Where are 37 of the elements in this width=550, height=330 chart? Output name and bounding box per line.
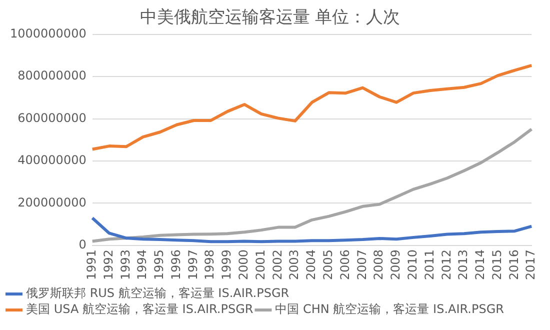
legend-label: 美国 USA 航空运输，客运量 IS.AIR.PSGR: [26, 302, 254, 316]
x-tick-label: 2016: [506, 249, 521, 280]
x-tick-label: 1993: [118, 249, 132, 280]
x-tick-label: 1999: [220, 249, 234, 280]
y-tick-label: 400000000: [18, 153, 86, 168]
x-tick-label: 2004: [304, 249, 318, 280]
x-tick-label: 2008: [372, 249, 386, 280]
x-tick-label: 1995: [152, 249, 166, 280]
x-tick-label: 2006: [338, 249, 352, 280]
x-tick-label: 1998: [202, 249, 217, 280]
x-tick-label: 2010: [405, 249, 420, 280]
x-tick-label: 2003: [287, 249, 302, 280]
x-tick-label: 1996: [168, 249, 183, 280]
x-tick-label: 2015: [490, 249, 504, 280]
legend-label: 俄罗斯联邦 RUS 航空运输，客运量 IS.AIR.PSGR: [26, 286, 290, 300]
x-tick-label: 1994: [135, 249, 150, 280]
x-tick-label: 2001: [253, 249, 268, 280]
x-tick-label: 1991: [84, 249, 98, 280]
x-tick-label: 2017: [524, 249, 538, 280]
y-tick-label: 200000000: [18, 195, 86, 210]
x-tick-label: 2014: [473, 249, 488, 280]
y-tick-label: 800000000: [18, 68, 86, 83]
x-tick-label: 2007: [354, 249, 369, 280]
chart-title: 中美俄航空运输客运量 单位：人次: [140, 8, 400, 28]
x-tick-label: 2011: [422, 249, 436, 280]
x-tick-label: 2012: [439, 249, 454, 280]
x-tick-label: 1997: [186, 249, 200, 280]
y-tick-label: 1000000000: [10, 26, 86, 41]
x-tick-label: 2005: [320, 249, 335, 280]
x-tick-label: 2002: [270, 249, 284, 280]
y-tick-label: 600000000: [18, 110, 86, 125]
x-tick-label: 1992: [101, 249, 116, 280]
x-tick-label: 2013: [456, 249, 470, 280]
legend-label: 中国 CHN 航空运输，客运量 IS.AIR.PSGR: [275, 302, 504, 316]
y-tick-label: 0: [78, 238, 86, 252]
x-tick-label: 2009: [388, 249, 403, 280]
x-tick-label: 2000: [236, 249, 251, 280]
